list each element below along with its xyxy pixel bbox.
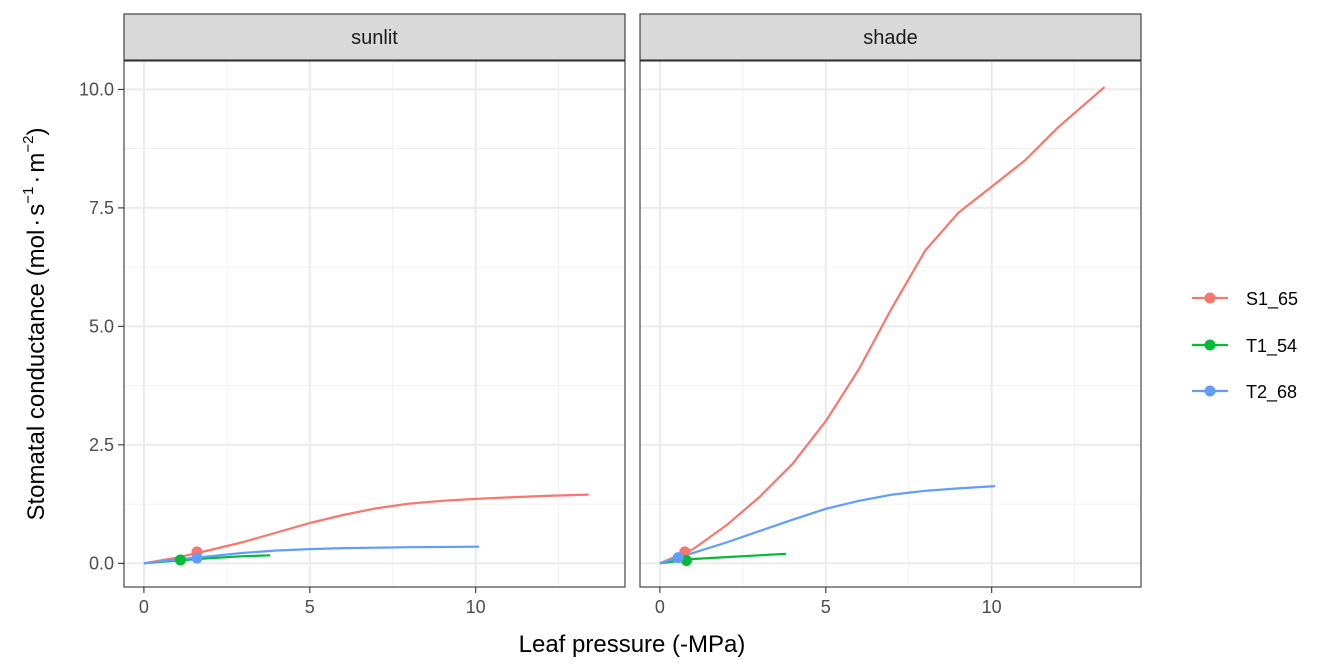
- facet-strip: [123, 13, 626, 61]
- y-axis-title-unit: s: [23, 204, 50, 216]
- y-tick-label: 10.0: [79, 79, 114, 99]
- chart-legend: S1_65 T1_54 T2_68: [1192, 289, 1298, 403]
- legend-label: T1_54: [1246, 336, 1297, 357]
- y-axis-title-exponent: −2: [20, 135, 37, 152]
- y-axis-title-text: Stomatal conductance (mol: [23, 230, 50, 521]
- series-point-t1-54: [680, 554, 692, 566]
- y-tick-label: 7.5: [89, 198, 114, 218]
- legend-item-s1-65: S1_65: [1192, 289, 1298, 310]
- facet-strip-label: sunlit: [351, 27, 398, 49]
- y-axis-title-exponent: −1: [20, 187, 37, 204]
- series-point-t2-68: [191, 552, 203, 564]
- series-point-t1-54: [174, 554, 186, 566]
- series-point-t2-68: [672, 552, 684, 564]
- y-axis-title-dot: ·: [23, 219, 50, 227]
- y-axis-title-close: ): [23, 127, 50, 135]
- legend-item-t1-54: T1_54: [1192, 336, 1297, 357]
- legend-key-point: [1204, 292, 1216, 304]
- legend-item-t2-68: T2_68: [1192, 382, 1297, 403]
- x-axis-title: Leaf pressure (-MPa): [519, 631, 746, 658]
- y-tick-label: 5.0: [89, 316, 114, 336]
- series-line-s1-65: [659, 86, 1106, 565]
- y-axis-title: Stomatal conductance (mol · s−1 · m−2): [20, 127, 50, 520]
- panel-shade: shade 0 5 10: [639, 13, 1142, 617]
- plot-background: [640, 61, 1141, 587]
- panel-sunlit: sunlit 0 5 10 0.0 2.5 5.0 7.5 10.0: [79, 13, 626, 617]
- panel-border: [123, 60, 626, 588]
- legend-label: T2_68: [1246, 382, 1297, 403]
- x-tick-label: 5: [821, 597, 831, 617]
- x-tick-label: 10: [982, 597, 1002, 617]
- y-tick-label: 0.0: [89, 553, 114, 573]
- legend-key-point: [1204, 339, 1216, 351]
- y-tick-label: 2.5: [89, 435, 114, 455]
- series-line-t2-68: [659, 485, 996, 565]
- x-tick-label: 10: [466, 597, 486, 617]
- legend-label: S1_65: [1246, 289, 1298, 310]
- x-tick-label: 0: [655, 597, 665, 617]
- facet-strip: [639, 13, 1142, 61]
- facet-strip-label: shade: [863, 27, 918, 49]
- chart-axes: Leaf pressure (-MPa) Stomatal conductance…: [20, 127, 745, 658]
- y-axis-title-dot: ·: [23, 176, 50, 184]
- legend-key-point: [1204, 385, 1216, 397]
- x-tick-label: 0: [139, 597, 149, 617]
- series-line-s1-65: [143, 493, 589, 565]
- x-tick-label: 5: [305, 597, 315, 617]
- y-axis-title-unit: m: [23, 153, 50, 173]
- panel-border: [639, 60, 1142, 588]
- chart-panels: sunlit 0 5 10 0.0 2.5 5.0 7.5 10.0 shade 0 5 10: [79, 13, 1142, 617]
